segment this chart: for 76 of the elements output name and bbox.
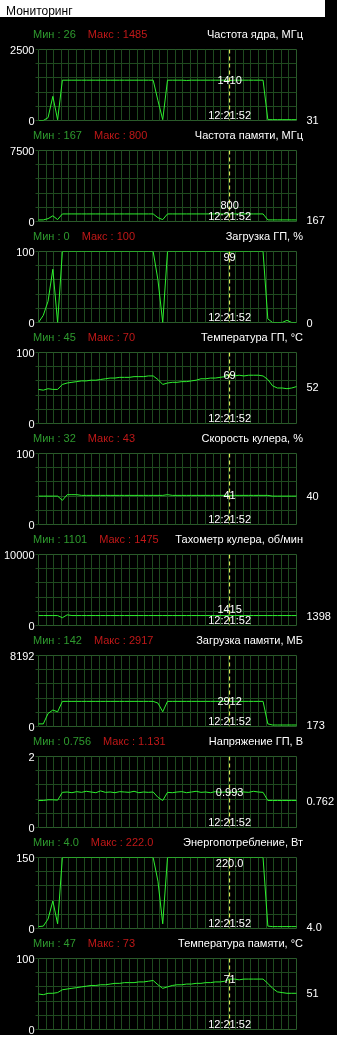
chart-title: Частота ядра, МГц (207, 28, 303, 40)
y-tick-label: 0 (28, 114, 35, 127)
annotation: 12:21:52 (208, 815, 252, 828)
y-tick-label: 0 (28, 821, 35, 834)
y-tick-label: 0 (28, 720, 35, 733)
text: Мин : 0.756 (33, 735, 92, 747)
y-tick-label: 100 (16, 245, 35, 258)
y-tick-label: 0 (28, 417, 35, 430)
annotation: 71 (223, 973, 236, 986)
y-tick-label: 150 (16, 851, 35, 864)
text: 0 (306, 316, 313, 329)
y-tick-label: 2 (28, 750, 35, 763)
text: Мин : 26 (33, 28, 76, 40)
chart-title: Энергопотребление, Вт (183, 836, 303, 848)
chart-title: Напряжение ГП, В (208, 735, 303, 747)
chart-title: Частота памяти, МГц (194, 129, 303, 141)
y-tick-label: 2500 (10, 43, 35, 56)
y-tick-label: 0 (28, 316, 35, 329)
annotation: 12:21:52 (208, 613, 252, 626)
annotation: 800 (220, 198, 239, 211)
text: 1398 (306, 609, 331, 622)
text: Макс : 800 (93, 129, 148, 141)
chart-title: Скорость кулера, % (201, 432, 303, 444)
text: 167 (306, 213, 325, 226)
chart-title: Температура ГП, °C (201, 331, 303, 343)
annotation: 220.0 (215, 856, 244, 869)
text: Мин : 4.0 (33, 836, 79, 848)
text: Мин : 167 (33, 129, 82, 141)
text: Мин : 0 (33, 230, 70, 242)
annotation: 99 (223, 250, 236, 263)
y-tick-label: 100 (16, 447, 35, 460)
text: Макс : 70 (87, 331, 136, 343)
annotation: 12:21:52 (208, 916, 252, 929)
y-tick-label: 0 (28, 619, 35, 632)
y-tick-label: 100 (16, 952, 35, 965)
text: Макс : 73 (87, 937, 136, 949)
annotation: 12:21:52 (208, 411, 252, 424)
chart-title: Загрузка памяти, МБ (196, 634, 303, 646)
text: Макс : 1475 (99, 533, 159, 545)
text: Мин : 142 (33, 634, 82, 646)
annotation: 12:21:52 (208, 1017, 252, 1030)
text: Макс : 222.0 (90, 836, 154, 848)
text: Мин : 47 (33, 937, 76, 949)
chart-title: Тахометр кулера, об/мин (175, 533, 303, 545)
chart-title: Загрузка ГП, % (225, 230, 303, 242)
text: 31 (306, 113, 319, 126)
annotation: 12:21:52 (208, 209, 252, 222)
y-tick-label: 8192 (10, 649, 35, 662)
annotation: 12:21:52 (208, 714, 252, 727)
text: Макс : 43 (87, 432, 136, 444)
annotation: 12:21:52 (208, 108, 252, 121)
text: 173 (306, 719, 325, 731)
text: Мин : 32 (33, 432, 76, 444)
text: 52 (306, 380, 319, 393)
y-tick-label: 10000 (3, 548, 35, 561)
y-tick-label: 0 (28, 1023, 35, 1036)
chart-title: Температура памяти, °C (178, 937, 303, 949)
annotation: 12:21:52 (208, 512, 252, 525)
text: 0.762 (306, 794, 335, 807)
text: Макс : 100 (81, 230, 136, 242)
text: 4.0 (306, 920, 322, 933)
text: Мин : 1101 (33, 533, 88, 545)
annotation: 12:21:52 (208, 310, 252, 323)
text: 40 (306, 490, 319, 503)
text: Макс : 2917 (93, 634, 154, 646)
y-tick-label: 7500 (10, 144, 35, 157)
text: Мин : 45 (33, 331, 76, 343)
y-tick-label: 0 (28, 518, 35, 531)
chart-subtitle: Мониторинг (0, 0, 325, 18)
y-tick-label: 0 (28, 922, 35, 935)
text: Макс : 1485 (87, 28, 148, 40)
y-tick-label: 100 (16, 346, 35, 359)
y-tick-label: 0 (28, 215, 35, 228)
annotation: 1415 (217, 602, 242, 615)
text: Макс : 1.131 (103, 735, 166, 747)
text: 51 (306, 987, 319, 1000)
